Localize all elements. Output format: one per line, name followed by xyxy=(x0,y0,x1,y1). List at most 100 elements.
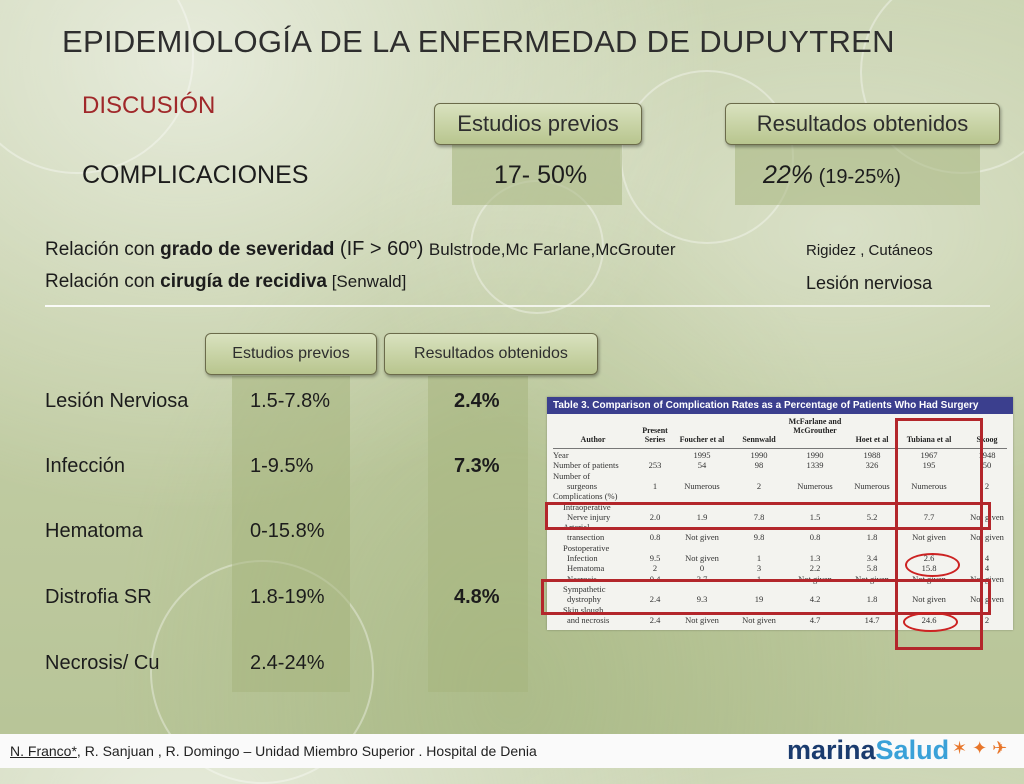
table-cell: Nerve injury xyxy=(567,511,611,522)
table-cell: 3.4 xyxy=(866,553,878,563)
section-subtitle: DISCUSIÓN xyxy=(82,92,216,119)
table-cell: 1.3 xyxy=(809,553,821,563)
previous-column-band xyxy=(232,376,350,692)
logo-part-a: marina xyxy=(787,735,876,765)
table-cell: 326 xyxy=(865,460,879,471)
table-caption: Table 3. Comparison of Complication Rate… xyxy=(547,397,1013,414)
table-cell: 1990 xyxy=(750,450,768,460)
table-cell: 5.8 xyxy=(866,563,878,574)
table-cell: dystrophy xyxy=(567,594,601,605)
row-label: Distrofia SR xyxy=(45,586,152,608)
results-column-band xyxy=(428,376,528,692)
row-result: 4.8% xyxy=(454,586,500,608)
table-header-cell: McFarlane and McGrouther xyxy=(788,417,842,435)
table-cell: 1 xyxy=(652,480,658,491)
table-cell: 0.8 xyxy=(649,532,661,543)
table-cell: 98 xyxy=(754,460,764,471)
logo-stars-icon: ✶ ✦ ✈ xyxy=(952,738,1008,758)
table-cell: 2.0 xyxy=(649,511,661,522)
table-cell: Numerous xyxy=(911,480,947,491)
table-cell: Necrosis xyxy=(567,573,597,584)
footer-bar xyxy=(0,734,1024,768)
table-cell: 1967 xyxy=(920,450,938,460)
table-cell: 9.8 xyxy=(753,532,765,543)
footer-authors: N. Franco*, R. Sanjuan , R. Domingo – Un… xyxy=(10,743,537,759)
complications-previous: 17- 50% xyxy=(494,161,588,189)
table-cell: 3 xyxy=(756,563,762,574)
table-header-cell: Author xyxy=(580,435,606,444)
table-cell: 3.7 xyxy=(696,573,708,584)
highlight-oval-necrosis xyxy=(903,612,958,632)
highlight-row-nerve xyxy=(545,502,991,530)
relation-1-a: Relación con xyxy=(45,239,161,260)
table-cell: Not given xyxy=(912,532,946,543)
relation-line-1: Relación con grado de severidad (IF > 60… xyxy=(45,238,676,261)
highlight-column-tubiana xyxy=(895,418,983,650)
table-cell: 1 xyxy=(756,573,762,584)
table-cell: 1995 xyxy=(693,450,711,460)
first-author: N. Franco* xyxy=(10,743,77,759)
table-cell: Not given xyxy=(912,594,946,605)
table-cell: 54 xyxy=(697,460,707,471)
table-cell: 2 xyxy=(652,563,658,574)
table-cell: 1.9 xyxy=(696,511,708,522)
highlight-row-dystrophy xyxy=(541,579,991,615)
relation-1-c: (IF > 60º) xyxy=(334,238,429,260)
table-cell: 4.7 xyxy=(809,614,821,625)
results-band xyxy=(735,145,980,205)
table-cell: Not given xyxy=(970,511,1004,522)
table-cell: 2.2 xyxy=(809,563,821,574)
table-cell: 2 xyxy=(984,480,990,491)
table-cell: Infection xyxy=(567,553,598,563)
table-cell: 4 xyxy=(984,553,990,563)
logo-part-b: Salud xyxy=(875,735,950,765)
table-cell: Not given xyxy=(685,553,719,563)
divider xyxy=(45,305,990,307)
marinasalud-logo: marinaSalud xyxy=(787,735,949,766)
tab-previous-studies-small: Estudios previos xyxy=(205,333,377,375)
table-cell: Number of patients xyxy=(553,460,619,471)
relation-1-right: Rigidez , Cutáneos xyxy=(806,242,933,259)
table-cell: Skin slough xyxy=(563,604,604,615)
footer-rest: , R. Sanjuan , R. Domingo – Unidad Miemb… xyxy=(76,743,537,759)
table-cell: 1 xyxy=(756,553,762,563)
table-cell: Not given xyxy=(742,614,776,625)
table-cell: Numerous xyxy=(797,480,833,491)
row-result: 7.3% xyxy=(454,455,500,477)
row-label: Necrosis/ Cu xyxy=(45,652,160,674)
table-cell: Number of xyxy=(553,470,591,481)
table-cell: 14.7 xyxy=(864,614,880,625)
table-cell: surgeons xyxy=(567,480,598,491)
table-cell: Not given xyxy=(685,614,719,625)
table-cell: 7.7 xyxy=(923,511,935,522)
table-cell: 1990 xyxy=(806,450,824,460)
complications-result-range: (19-25%) xyxy=(813,166,901,188)
table-cell: 5.2 xyxy=(866,511,878,522)
complications-result: 22% (19-25%) xyxy=(763,161,901,190)
table-cell: 1.8 xyxy=(866,532,878,543)
row-label: Lesión Nerviosa xyxy=(45,390,189,412)
table-cell: and necrosis xyxy=(567,614,610,625)
table-cell: 1.5 xyxy=(809,511,821,522)
relation-2-c: [Senwald] xyxy=(326,272,407,291)
table-cell: Numerous xyxy=(854,480,890,491)
tab-obtained-results: Resultados obtenidos xyxy=(725,103,1000,145)
table-header-cell: Present Series xyxy=(642,426,668,444)
row-previous: 0-15.8% xyxy=(250,520,325,542)
table-cell: 1988 xyxy=(863,450,881,460)
table-cell: 0.4 xyxy=(649,573,661,584)
table-header-cell: Sennwald xyxy=(742,435,776,444)
complications-label: COMPLICACIONES xyxy=(82,161,309,189)
table-cell: 0.8 xyxy=(809,532,821,543)
table-cell: Postoperative xyxy=(563,542,610,553)
relation-2-b: cirugía de recidiva xyxy=(160,271,327,292)
table-cell: 50 xyxy=(982,460,992,471)
relation-1-b: grado de severidad xyxy=(160,239,335,260)
table-cell: transection xyxy=(567,532,605,543)
table-cell: 2.4 xyxy=(649,614,661,625)
table-cell: Not given xyxy=(855,573,889,584)
table-cell: Numerous xyxy=(684,480,720,491)
table-cell: 2.4 xyxy=(649,594,661,605)
slide-title: EPIDEMIOLOGÍA DE LA ENFERMEDAD DE DUPUYT… xyxy=(62,24,895,59)
row-label: Hematoma xyxy=(45,520,143,542)
